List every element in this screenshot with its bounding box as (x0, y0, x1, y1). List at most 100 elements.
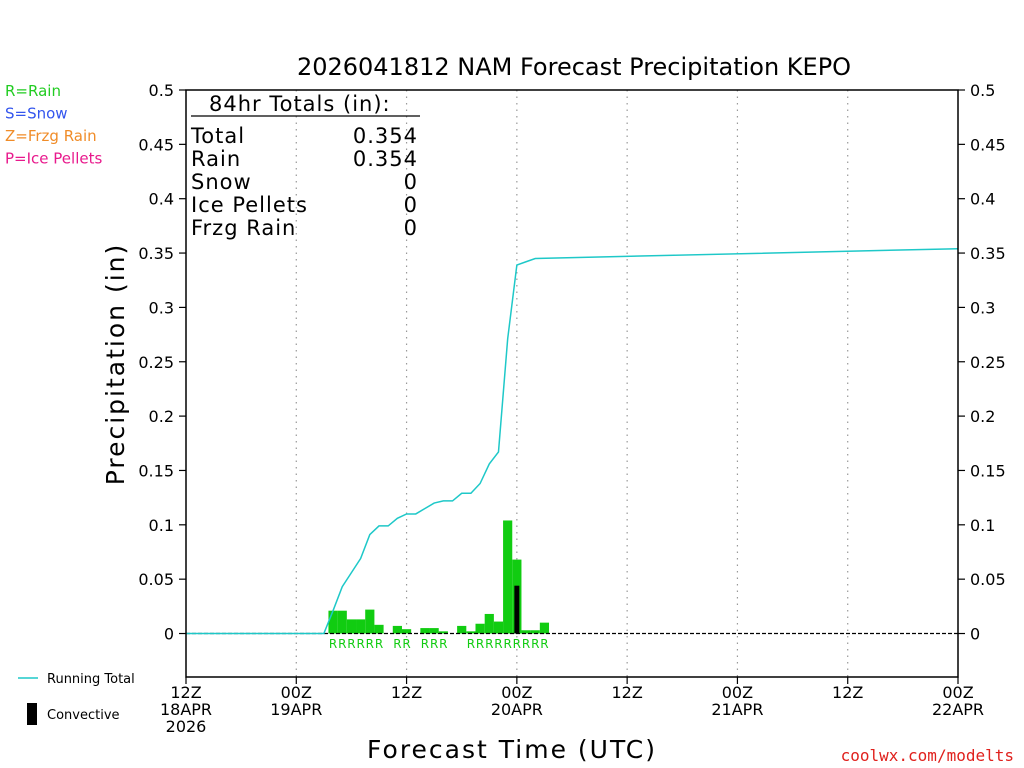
type-marker-19: R (540, 637, 548, 651)
x-tick-label-0-2: 2026 (166, 717, 207, 736)
type-marker-11: R (467, 637, 475, 651)
y-tick-label-right-7: 0.15 (970, 461, 1006, 480)
precip-bar-6 (392, 625, 402, 634)
x-tick-label-6-0: 12Z (832, 683, 863, 702)
precip-bar-18 (521, 630, 531, 634)
y-tick-label-left-0: 0.5 (149, 81, 174, 100)
precip-bar-14 (484, 613, 494, 634)
precip-bar-5 (374, 624, 384, 634)
precip-bar-4 (365, 609, 375, 634)
gridlines (295, 90, 849, 677)
chart-title: 2026041812 NAM Forecast Precipitation KE… (297, 53, 851, 81)
type-marker-15: R (503, 637, 511, 651)
totals-value-4: 0 (404, 216, 418, 240)
totals-box: 84hr Totals (in): Total 0.354 Rain 0.354 Snow… (190, 92, 420, 240)
x-tick-label-3-0: 00Z (501, 683, 532, 702)
precip-bar-19 (530, 630, 540, 634)
y-tick-label-left-4: 0.3 (149, 298, 174, 317)
totals-label-4: Frzg Rain (191, 216, 296, 240)
y-tick-label-right-5: 0.25 (970, 353, 1006, 372)
y-tick-label-left-8: 0.1 (149, 516, 174, 535)
precip-bar-3 (356, 619, 366, 634)
totals-label-1: Rain (191, 147, 241, 171)
plot-frame (185, 89, 959, 678)
precip-bar-11 (457, 625, 467, 634)
y-axis-title: Precipitation (in) (101, 243, 130, 486)
precip-bar-9 (429, 628, 439, 634)
x-tick-label-5-0: 00Z (722, 683, 753, 702)
y-tick-label-left-6: 0.2 (149, 407, 174, 426)
totals-value-2: 0 (404, 170, 418, 194)
precip-bar-20 (539, 622, 550, 634)
type-marker-0: R (329, 637, 337, 651)
type-marker-7: R (402, 637, 410, 651)
type-legend-3: P=Ice Pellets (5, 150, 102, 168)
y-tick-label-right-8: 0.1 (970, 516, 995, 535)
precip-bar-10 (438, 631, 448, 634)
x-tick-label-1-0: 00Z (281, 683, 312, 702)
totals-label-2: Snow (191, 170, 252, 194)
totals-label-0: Total (190, 124, 245, 148)
running-total-series (186, 247, 959, 635)
type-legend-2: Z=Frzg Rain (5, 127, 97, 145)
precip-bar-1 (337, 610, 347, 634)
y-tick-label-left-3: 0.35 (138, 244, 174, 263)
type-marker-18: R (531, 637, 539, 651)
series-legend-0: Running Total (47, 672, 135, 687)
series-legend-1: Convective (47, 708, 120, 723)
totals-value-1: 0.354 (353, 147, 418, 171)
type-marker-17: R (522, 637, 530, 651)
totals-heading: 84hr Totals (in): (209, 92, 391, 116)
y-tick-label-right-3: 0.35 (970, 244, 1006, 263)
precip-bar-12 (466, 631, 476, 634)
y-tick-label-right-1: 0.45 (970, 135, 1006, 154)
precip-bar-2 (346, 619, 357, 634)
credit-text: coolwx.com/modelts (841, 746, 1014, 765)
convective-bar-0 (514, 585, 520, 634)
chart-labels: 0.5 0.5 0.45 0.45 0.4 0.4 0.35 0.35 0.3 0.3 0.25 0.… (138, 81, 1005, 736)
x-tick-label-7-0: 00Z (942, 683, 973, 702)
type-marker-16: R (513, 637, 521, 651)
x-tick-label-0-1: 18APR (160, 700, 212, 719)
type-marker-10: R (439, 637, 447, 651)
x-tick-label-0-0: 12Z (170, 683, 201, 702)
type-marker-8: R (421, 637, 429, 651)
x-tick-label-4-0: 12Z (611, 683, 642, 702)
x-axis-title: Forecast Time (UTC) (367, 735, 657, 764)
y-tick-label-right-0: 0.5 (970, 81, 995, 100)
y-tick-label-left-7: 0.15 (138, 461, 174, 480)
type-marker-4: R (366, 637, 374, 651)
type-marker-14: R (494, 637, 502, 651)
type-legend-1: S=Snow (5, 105, 68, 123)
y-tick-label-right-2: 0.4 (970, 190, 995, 209)
precip-bar-13 (475, 623, 485, 634)
x-tick-label-7-1: 22APR (932, 700, 984, 719)
y-tick-label-left-5: 0.25 (138, 353, 174, 372)
axes (179, 89, 965, 684)
y-tick-label-right-9: 0.05 (970, 570, 1006, 589)
type-marker-5: R (375, 637, 383, 651)
type-marker-6: R (393, 637, 401, 651)
type-marker-2: R (347, 637, 355, 651)
precip-bar-7 (401, 629, 412, 634)
y-tick-label-left-10: 0 (164, 625, 174, 644)
y-tick-label-left-9: 0.05 (138, 570, 174, 589)
precip-bar-16 (503, 520, 513, 634)
precip-bar-8 (420, 628, 430, 634)
precip-bar-15 (493, 621, 504, 634)
type-marker-1: R (338, 637, 346, 651)
x-tick-label-1-1: 19APR (270, 700, 322, 719)
totals-value-0: 0.354 (353, 124, 418, 148)
legend-swatch-convective (27, 703, 37, 725)
running-total-line (186, 247, 959, 635)
totals-label-3: Ice Pellets (191, 193, 308, 217)
precip-bar-0 (328, 610, 338, 634)
x-tick-label-3-1: 20APR (491, 700, 543, 719)
y-tick-label-right-6: 0.2 (970, 407, 995, 426)
y-tick-label-right-4: 0.3 (970, 298, 995, 317)
y-tick-label-left-1: 0.45 (138, 135, 174, 154)
type-marker-9: R (430, 637, 438, 651)
legends: R=Rain S=Snow Z=Frzg Rain P=Ice Pellets Runn… (5, 82, 135, 725)
precip-bars (328, 520, 550, 634)
